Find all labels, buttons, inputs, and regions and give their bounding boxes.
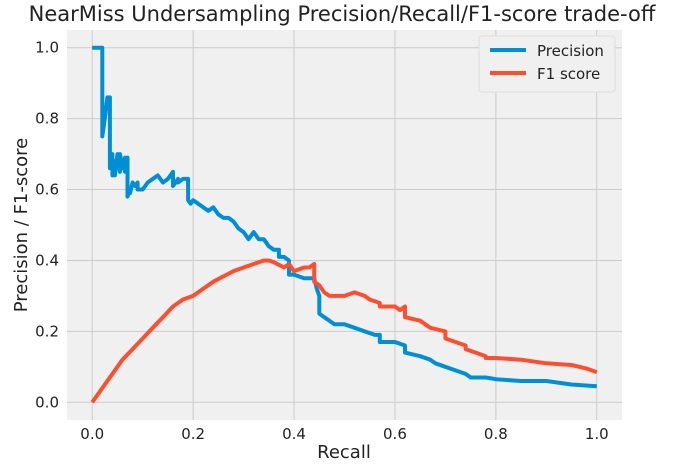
series-lines	[90, 45, 598, 404]
legend: Precision F1 score	[478, 35, 616, 93]
x-axis-label: Recall	[317, 442, 371, 463]
x-tick-label: 0.6	[383, 425, 407, 443]
grid	[67, 30, 622, 420]
x-tick-label: 0.2	[181, 425, 205, 443]
series-line-f1-score	[90, 258, 598, 404]
x-tick-label: 1.0	[585, 425, 609, 443]
tick-labels: 0.0 0.2 0.4 0.6 0.8 1.0 0.0 0.2 0.4 0.6 0.8 1.0	[35, 39, 609, 443]
series-line-precision	[92, 45, 597, 389]
y-tick-label: 0.2	[35, 322, 59, 340]
y-tick-label: 0.0	[35, 393, 59, 411]
legend-label-f1-score: F1 score	[537, 65, 600, 83]
x-tick-label: 0.0	[80, 425, 104, 443]
legend-label-precision: Precision	[537, 42, 604, 60]
y-tick-label: 0.8	[35, 110, 59, 128]
plot-area	[67, 30, 622, 420]
chart-title: NearMiss Undersampling Precision/Recall/…	[29, 2, 656, 26]
y-tick-label: 0.4	[35, 251, 59, 269]
y-tick-label: 0.6	[35, 181, 59, 199]
x-tick-label: 0.4	[282, 425, 306, 443]
y-tick-label: 1.0	[35, 39, 59, 57]
y-axis-label: Precision / F1-score	[11, 138, 32, 313]
x-tick-label: 0.8	[484, 425, 508, 443]
